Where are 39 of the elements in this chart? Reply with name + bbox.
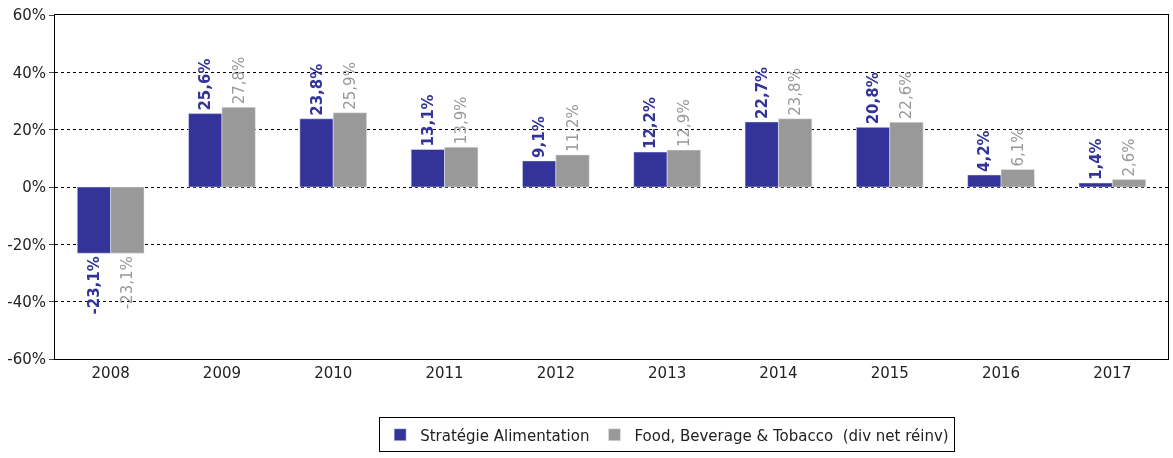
x-tick-label: 2014 xyxy=(759,364,798,382)
legend-label: Stratégie Alimentation xyxy=(420,426,590,445)
x-tick-label: 2015 xyxy=(870,364,909,382)
x-tick-label: 2011 xyxy=(425,364,464,382)
x-tick-label: 2008 xyxy=(91,364,130,382)
data-label: 13,9% xyxy=(452,96,471,145)
data-label: 22,6% xyxy=(897,71,916,120)
data-label: 12,9% xyxy=(674,99,693,148)
data-label: 4,2% xyxy=(975,130,994,172)
data-label: 20,8% xyxy=(864,72,883,125)
data-label: 6,1% xyxy=(1008,128,1027,167)
x-tick-label: 2010 xyxy=(314,364,353,382)
x-tick-label: 2017 xyxy=(1093,364,1132,382)
data-label: 2,6% xyxy=(1120,138,1139,177)
data-label: 13,1% xyxy=(418,94,437,147)
y-tick-label: -60% xyxy=(7,350,46,369)
x-tick-label: 2016 xyxy=(981,364,1021,382)
data-label: 22,7% xyxy=(752,66,771,119)
y-tick-label: 40% xyxy=(12,63,46,82)
y-tick-label: -20% xyxy=(7,235,46,254)
x-tick-label: 2012 xyxy=(536,364,575,382)
y-tick-label: -40% xyxy=(7,292,46,311)
data-label: 25,9% xyxy=(340,62,359,110)
legend-label: Food, Beverage & Tobacco (div net réinv) xyxy=(634,426,949,445)
data-label: -23,1% xyxy=(118,256,137,310)
data-label: 27,8% xyxy=(229,56,248,105)
x-tick-label: 2009 xyxy=(202,364,242,382)
y-tick-label: 20% xyxy=(12,120,46,139)
data-label: -23,1% xyxy=(84,256,103,315)
data-label: 12,2% xyxy=(641,96,660,150)
data-label: 11,2% xyxy=(563,104,582,152)
y-tick-label: 60% xyxy=(12,6,46,25)
data-label: 9,1% xyxy=(530,116,549,158)
y-tick-label: 0% xyxy=(22,178,46,197)
data-label: 1,4% xyxy=(1086,138,1105,180)
data-label: 23,8% xyxy=(786,68,805,116)
data-label: 25,6% xyxy=(196,58,215,111)
data-label: 23,8% xyxy=(307,63,326,116)
x-tick-label: 2013 xyxy=(648,364,687,382)
